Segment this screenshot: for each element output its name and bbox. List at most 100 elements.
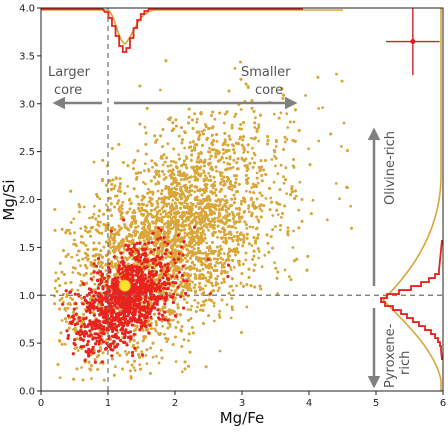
scatter-point bbox=[79, 240, 83, 244]
scatter-point bbox=[105, 338, 108, 341]
scatter-point bbox=[204, 284, 208, 287]
scatter-point bbox=[204, 236, 207, 240]
scatter-point bbox=[232, 174, 236, 178]
scatter-point bbox=[230, 210, 234, 214]
scatter-point bbox=[107, 238, 111, 242]
scatter-point bbox=[223, 138, 227, 142]
scatter-point bbox=[230, 123, 234, 127]
scatter-point bbox=[203, 128, 206, 132]
scatter-point bbox=[147, 257, 150, 260]
scatter-point bbox=[235, 284, 239, 288]
scatter-point bbox=[120, 241, 123, 245]
scatter-point bbox=[208, 146, 211, 150]
scatter-point bbox=[220, 171, 224, 175]
scatter-point bbox=[151, 165, 154, 169]
scatter-point bbox=[140, 350, 144, 354]
scatter-point bbox=[186, 202, 189, 206]
scatter-point bbox=[321, 106, 324, 109]
scatter-point bbox=[188, 189, 192, 193]
scatter-point bbox=[257, 250, 261, 253]
scatter-point bbox=[69, 303, 72, 306]
scatter-point bbox=[65, 320, 68, 323]
scatter-point bbox=[199, 206, 203, 210]
scatter-point bbox=[113, 239, 117, 243]
scatter-point bbox=[208, 157, 212, 161]
scatter-point bbox=[250, 157, 254, 160]
scatter-point bbox=[274, 164, 277, 168]
scatter-point bbox=[129, 375, 133, 378]
scatter-point bbox=[211, 186, 215, 190]
scatter-point bbox=[247, 207, 250, 210]
scatter-point bbox=[334, 182, 338, 185]
scatter-point bbox=[226, 270, 229, 274]
scatter-point bbox=[154, 320, 158, 323]
scatter-point bbox=[254, 116, 257, 120]
scatter-point bbox=[286, 226, 290, 230]
scatter-point bbox=[245, 227, 249, 230]
scatter-point bbox=[154, 329, 158, 333]
scatter-point bbox=[188, 279, 192, 282]
scatter-point bbox=[282, 175, 285, 179]
scatter-point bbox=[226, 252, 230, 256]
scatter-point bbox=[76, 349, 80, 352]
scatter-point bbox=[169, 164, 173, 167]
scatter-point bbox=[218, 244, 222, 248]
scatter-point bbox=[105, 203, 108, 207]
scatter-point bbox=[207, 179, 210, 182]
scatter-point bbox=[218, 349, 222, 353]
scatter-point bbox=[171, 204, 175, 208]
scatter-point bbox=[191, 280, 195, 284]
scatter-point bbox=[188, 180, 191, 184]
scatter-point bbox=[240, 199, 243, 203]
scatter-point bbox=[166, 142, 170, 146]
scatter-point bbox=[244, 189, 248, 193]
scatter-point bbox=[230, 197, 234, 201]
scatter-point bbox=[247, 210, 251, 214]
scatter-point bbox=[151, 192, 155, 196]
scatter-point bbox=[92, 275, 96, 279]
scatter-point bbox=[141, 244, 145, 248]
scatter-point bbox=[272, 180, 276, 184]
scatter-point bbox=[130, 201, 133, 205]
scatter-point bbox=[224, 205, 228, 209]
scatter-point bbox=[276, 172, 280, 176]
scatter-point bbox=[203, 174, 207, 178]
scatter-point bbox=[167, 202, 171, 206]
scatter-point bbox=[282, 181, 286, 185]
scatter-point bbox=[77, 271, 80, 275]
scatter-point bbox=[84, 226, 88, 230]
scatter-point bbox=[193, 277, 197, 280]
scatter-point bbox=[53, 286, 57, 290]
scatter-point bbox=[242, 151, 246, 154]
scatter-point bbox=[64, 309, 68, 312]
scatter-point bbox=[165, 221, 169, 225]
scatter-point bbox=[174, 229, 178, 233]
scatter-point bbox=[284, 166, 288, 170]
scatter-point bbox=[311, 198, 315, 202]
scatter-point bbox=[58, 298, 62, 302]
scatter-point bbox=[207, 228, 210, 232]
scatter-point bbox=[147, 187, 150, 191]
scatter-point bbox=[260, 265, 264, 269]
scatter-point bbox=[223, 199, 227, 203]
scatter-point bbox=[285, 192, 288, 196]
scatter-point bbox=[220, 266, 224, 269]
scatter-point bbox=[193, 247, 196, 251]
scatter-point bbox=[297, 208, 301, 212]
scatter-point bbox=[219, 261, 223, 265]
scatter-point bbox=[161, 163, 165, 167]
scatter-point bbox=[167, 255, 170, 258]
scatter-point bbox=[193, 190, 197, 194]
scatter-point bbox=[194, 274, 198, 278]
scatter-point bbox=[216, 216, 220, 220]
scatter-point bbox=[195, 120, 199, 124]
scatter-point bbox=[222, 121, 226, 125]
scatter-point bbox=[143, 162, 147, 166]
scatter-point bbox=[66, 306, 70, 310]
scatter-point bbox=[221, 216, 225, 219]
scatter-point bbox=[224, 112, 227, 116]
scatter-point bbox=[192, 267, 196, 270]
scatter-point bbox=[110, 260, 113, 263]
scatter-point bbox=[65, 293, 69, 296]
